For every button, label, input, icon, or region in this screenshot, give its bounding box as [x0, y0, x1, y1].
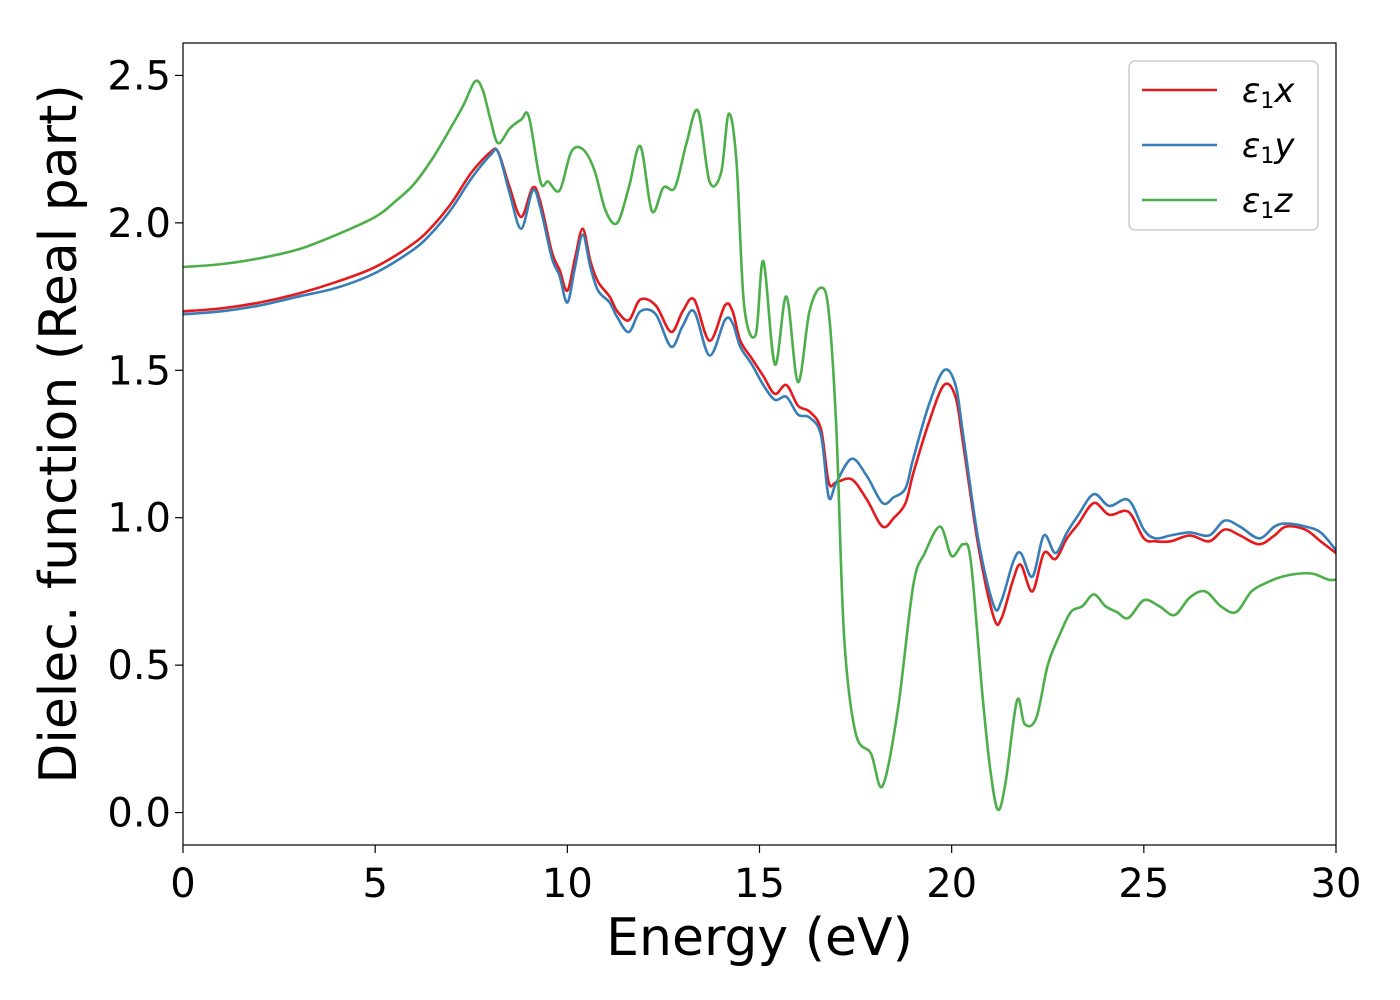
y-tick-label: 0.0	[107, 791, 171, 837]
plot-area: 0 5 10 15 20 25 30 0.0 0.5 1.0 1.5 2.0 2.5	[107, 42, 1362, 907]
series-line-z	[183, 79, 1336, 812]
y-tick-label: 2.0	[107, 201, 171, 247]
y-tick-label: 2.5	[107, 53, 171, 99]
x-tick-label: 5	[362, 861, 387, 907]
series-group	[183, 79, 1336, 812]
legend-label-y: ε1y	[1242, 126, 1295, 169]
series-line-x	[183, 147, 1336, 627]
x-tick-label: 20	[926, 861, 977, 907]
x-tick-label: 10	[542, 861, 593, 907]
y-tick-label: 1.5	[107, 348, 171, 394]
legend-label-z: ε1z	[1242, 181, 1293, 224]
y-axis-title: Dielec. function (Real part)	[29, 84, 89, 783]
x-tick-label: 15	[734, 861, 785, 907]
legend: ε1x ε1y ε1z	[1128, 60, 1319, 231]
y-tick-label: 1.0	[107, 496, 171, 542]
legend-label-x: ε1x	[1242, 71, 1295, 114]
legend-box	[1128, 60, 1319, 231]
series-line-y	[183, 147, 1336, 612]
x-tick-label: 25	[1118, 861, 1169, 907]
x-tick-label: 0	[170, 861, 195, 907]
x-tick-label: 30	[1311, 861, 1362, 907]
y-tick-label: 0.5	[107, 643, 171, 689]
x-axis-title: Energy (eV)	[606, 908, 913, 968]
